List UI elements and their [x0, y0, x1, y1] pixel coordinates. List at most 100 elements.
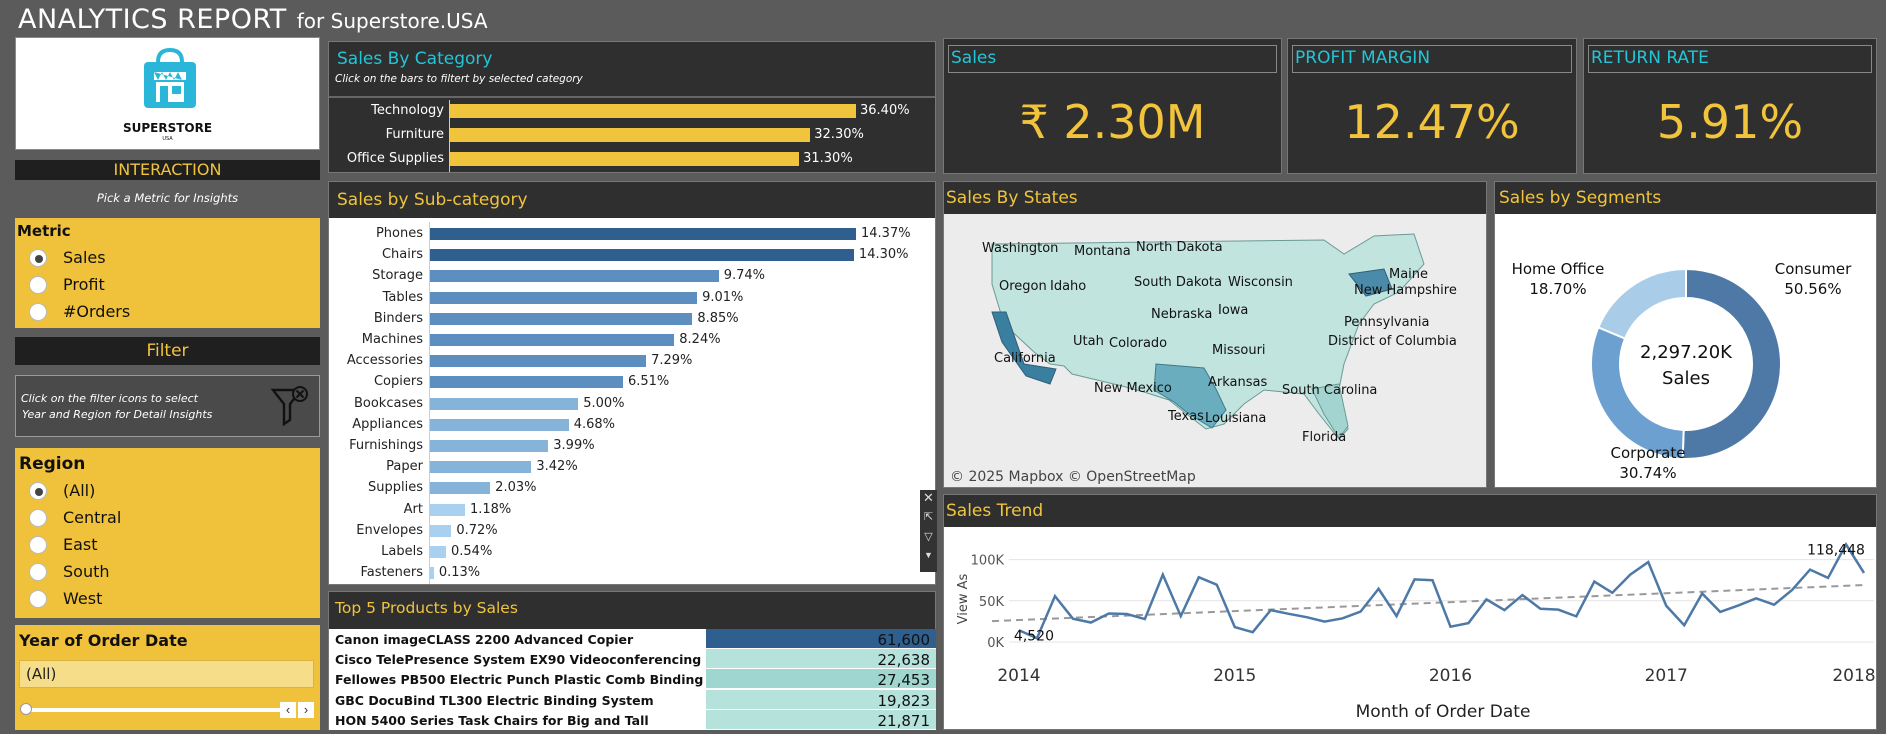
radio-icon[interactable] [29, 508, 47, 527]
region-option-east[interactable]: East [19, 531, 316, 558]
category-bar[interactable] [450, 152, 800, 166]
subcategory-row[interactable]: Machines 8.24% [329, 331, 935, 350]
year-slider[interactable] [25, 708, 287, 712]
top-product-row[interactable]: GBC DocuBind TL300 Electric Binding Syst… [329, 689, 936, 710]
top-product-row[interactable]: Cisco TelePresence System EX90 Videoconf… [329, 649, 936, 669]
x-tick-label: 2018 [1832, 666, 1875, 686]
category-bar[interactable] [450, 104, 856, 118]
category-row[interactable]: Technology 36.40% [329, 101, 935, 121]
page-subtitle: for Superstore.USA [296, 9, 488, 33]
segments-donut-chart[interactable]: Consumer 50.56% Corporate 30.74% Home Office… [1495, 214, 1878, 489]
max-value-label: 118,448 [1807, 542, 1865, 558]
radio-icon[interactable] [29, 562, 47, 581]
category-label: Furniture [385, 127, 444, 142]
map-title: Sales By States [946, 188, 1078, 208]
kpi-return-rate-title: RETURN RATE [1588, 45, 1872, 73]
subcategory-row[interactable]: Tables 9.01% [329, 289, 935, 308]
trend-panel: Sales Trend 0K 50K 100K 2014 2015 2016 2017 201… [943, 494, 1877, 730]
top-product-value: 19,823 [877, 691, 931, 710]
subcategory-bar[interactable] [430, 312, 693, 325]
region-option-south[interactable]: South [19, 558, 316, 585]
subcategory-row[interactable]: Furnishings 3.99% [329, 437, 935, 456]
map-state-label: Florida [1302, 430, 1346, 445]
category-label: Technology [371, 103, 444, 118]
subcategory-bar[interactable] [430, 291, 698, 304]
usa-map[interactable]: Washington Montana North Dakota Maine Or… [944, 214, 1488, 489]
subcategory-row[interactable]: Accessories 7.29% [329, 352, 935, 371]
filter-icon[interactable]: ▽ [924, 531, 933, 543]
subcategory-row[interactable]: Appliances 4.68% [329, 416, 935, 435]
subcategory-bar[interactable] [430, 376, 623, 389]
subcategory-bar[interactable] [430, 355, 647, 368]
map-state-label: Iowa [1218, 303, 1248, 318]
subcategory-label: Chairs [381, 247, 423, 263]
sales-trend-chart[interactable]: 0K 50K 100K 2014 2015 2016 2017 2018 View As Mont… [944, 527, 1878, 731]
segment-slice[interactable] [1681, 267, 1782, 460]
subcategory-row[interactable]: Fasteners 0.13% [329, 564, 935, 583]
subcategory-row[interactable]: Binders 8.85% [329, 310, 935, 329]
subcategory-row[interactable]: Bookcases 5.00% [329, 395, 935, 414]
subcategory-row[interactable]: Storage 9.74% [329, 267, 935, 286]
map-state-label: South Dakota [1134, 275, 1222, 290]
subcategory-value-label: 7.29% [651, 353, 693, 369]
clear-filter-icon[interactable] [270, 384, 310, 428]
metric-option-sales[interactable]: Sales [17, 244, 318, 271]
category-row[interactable]: Furniture 32.30% [329, 125, 935, 145]
radio-icon[interactable] [29, 302, 47, 321]
segment-slice[interactable] [1597, 267, 1687, 340]
top-product-row[interactable]: Fellowes PB500 Electric Punch Plastic Co… [329, 669, 936, 689]
subcategory-row[interactable]: Phones 14.37% [329, 225, 935, 244]
region-option-all[interactable]: (All) [19, 477, 316, 504]
subcategory-row[interactable]: Art 1.18% [329, 501, 935, 520]
subcategory-bar[interactable] [430, 503, 465, 516]
subcategory-bar[interactable] [430, 397, 579, 410]
subcategory-bar[interactable] [430, 546, 446, 558]
map-attribution: © 2025 Mapbox © OpenStreetMap [950, 469, 1196, 485]
subcategory-bar[interactable] [430, 334, 675, 346]
subcategory-row[interactable]: Labels 0.54% [329, 543, 935, 562]
subcategory-bar[interactable] [430, 567, 434, 580]
radio-selected-icon[interactable] [29, 481, 47, 500]
subcategory-header: Sales by Sub-category [329, 182, 935, 218]
top-product-name: Cisco TelePresence System EX90 Videoconf… [335, 652, 710, 668]
subcategory-row[interactable]: Envelopes 0.72% [329, 522, 935, 541]
radio-icon[interactable] [29, 535, 47, 554]
year-next-icon[interactable]: › [298, 702, 314, 718]
subcategory-row[interactable]: Copiers 6.51% [329, 373, 935, 392]
top-product-row[interactable]: HON 5400 Series Task Chairs for Big and … [329, 709, 936, 730]
radio-selected-icon[interactable] [29, 248, 47, 267]
subcategory-bar[interactable] [430, 461, 532, 474]
metric-option-orders[interactable]: #Orders [17, 298, 318, 325]
popout-icon[interactable]: ⇱ [923, 511, 934, 523]
year-slider-handle[interactable] [20, 703, 32, 715]
category-row[interactable]: Office Supplies 31.30% [329, 149, 935, 169]
segment-value-label: 30.74% [1619, 464, 1676, 482]
year-dropdown[interactable]: (All) [19, 660, 314, 688]
region-option-central[interactable]: Central [19, 504, 316, 531]
category-divider [329, 96, 935, 98]
sales-series-line [1018, 541, 1866, 640]
subcategory-bar[interactable] [430, 440, 549, 452]
subcategory-bar[interactable] [430, 270, 719, 283]
region-option-west[interactable]: West [19, 585, 316, 612]
metric-option-profit[interactable]: Profit [17, 271, 318, 298]
more-options-icon[interactable]: ▼ [924, 550, 933, 560]
subcategory-row[interactable]: Paper 3.42% [329, 458, 935, 477]
subcategory-label: Machines [361, 332, 423, 347]
category-bar[interactable] [450, 128, 811, 142]
subcategory-bar[interactable] [430, 482, 491, 495]
radio-icon[interactable] [29, 275, 47, 294]
subcategory-row[interactable]: Chairs 14.30% [329, 246, 935, 265]
subcategory-value-label: 3.99% [553, 438, 595, 453]
close-icon[interactable]: ✕ [923, 490, 934, 505]
year-prev-icon[interactable]: ‹ [280, 702, 296, 718]
top-products-panel: Top 5 Products by Sales Canon imageCLASS… [328, 591, 936, 730]
top-product-row[interactable]: Canon imageCLASS 2200 Advanced Copier 61… [329, 629, 936, 649]
subcategory-bar[interactable] [430, 228, 856, 240]
subcategory-bar[interactable] [430, 524, 452, 537]
subcategory-bar[interactable] [430, 249, 854, 262]
subcategory-row[interactable]: Supplies 2.03% [329, 479, 935, 498]
radio-icon[interactable] [29, 589, 47, 608]
subcategory-bar[interactable] [430, 418, 569, 431]
subcategory-value-label: 0.72% [456, 522, 498, 538]
